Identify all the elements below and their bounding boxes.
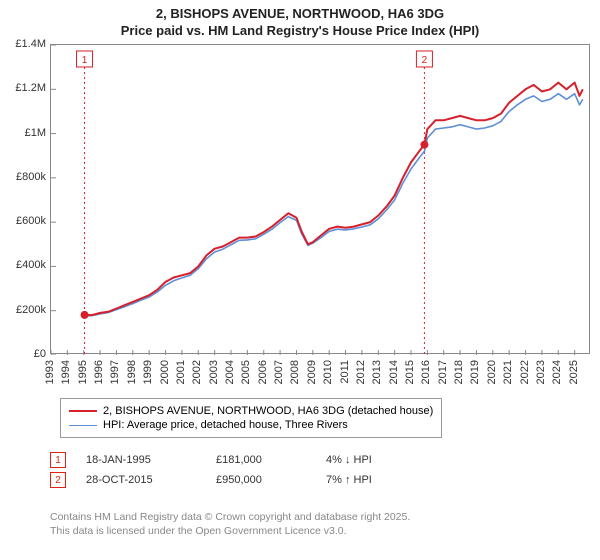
x-tick-label: 2022	[519, 360, 531, 384]
copyright-line-1: Contains HM Land Registry data © Crown c…	[50, 510, 410, 524]
footnote-date: 18-JAN-1995	[86, 454, 196, 466]
legend-label: HPI: Average price, detached house, Thre…	[103, 419, 348, 431]
footnote-marker: 1	[50, 452, 66, 468]
x-tick-label: 1995	[77, 360, 89, 384]
footnote-delta: 4% ↓ HPI	[326, 454, 372, 466]
x-tick-label: 2017	[437, 360, 449, 384]
x-tick-label: 2002	[191, 360, 203, 384]
y-tick-label: £1.4M	[0, 38, 46, 50]
x-tick-label: 2010	[322, 360, 334, 384]
x-tick-label: 2006	[257, 360, 269, 384]
x-tick-label: 2009	[306, 360, 318, 384]
x-tick-label: 2001	[175, 360, 187, 384]
x-tick-label: 1997	[109, 360, 121, 384]
x-tick-label: 1999	[142, 360, 154, 384]
x-tick-label: 2015	[404, 360, 416, 384]
y-tick-label: £1M	[0, 127, 46, 139]
x-tick-label: 2023	[535, 360, 547, 384]
footnote-row: 2 28-OCT-2015 £950,000 7% ↑ HPI	[50, 472, 372, 488]
x-tick-label: 2013	[371, 360, 383, 384]
x-tick-label: 2003	[208, 360, 220, 384]
y-tick-label: £600k	[0, 215, 46, 227]
x-tick-label: 1993	[44, 360, 56, 384]
x-tick-label: 2012	[355, 360, 367, 384]
x-tick-label: 2016	[420, 360, 432, 384]
footnote-price: £181,000	[216, 454, 306, 466]
footnote-delta: 7% ↑ HPI	[326, 474, 372, 486]
legend-label: 2, BISHOPS AVENUE, NORTHWOOD, HA6 3DG (d…	[103, 405, 433, 417]
x-tick-label: 2025	[568, 360, 580, 384]
title-line-1: 2, BISHOPS AVENUE, NORTHWOOD, HA6 3DG	[0, 6, 600, 23]
y-tick-label: £0	[0, 348, 46, 360]
plot-area: 12	[50, 44, 590, 354]
footnotes: 1 18-JAN-1995 £181,000 4% ↓ HPI 2 28-OCT-2015…	[50, 448, 372, 492]
legend-swatch	[69, 410, 97, 412]
footnote-row: 1 18-JAN-1995 £181,000 4% ↓ HPI	[50, 452, 372, 468]
y-tick-label: £200k	[0, 304, 46, 316]
x-tick-label: 2007	[273, 360, 285, 384]
legend-swatch	[69, 425, 97, 426]
x-tick-label: 2005	[240, 360, 252, 384]
series-price_paid	[85, 83, 583, 316]
legend-item: 2, BISHOPS AVENUE, NORTHWOOD, HA6 3DG (d…	[69, 405, 433, 417]
y-tick-label: £1.2M	[0, 82, 46, 94]
x-tick-label: 1998	[126, 360, 138, 384]
x-tick-label: 2018	[453, 360, 465, 384]
title-line-2: Price paid vs. HM Land Registry's House …	[0, 23, 600, 40]
legend-item: HPI: Average price, detached house, Thre…	[69, 419, 433, 431]
y-tick-label: £400k	[0, 259, 46, 271]
svg-text:1: 1	[82, 55, 88, 66]
x-tick-label: 1994	[60, 360, 72, 384]
copyright: Contains HM Land Registry data © Crown c…	[50, 510, 410, 538]
x-tick-label: 2008	[289, 360, 301, 384]
chart-title: 2, BISHOPS AVENUE, NORTHWOOD, HA6 3DG Pr…	[0, 0, 600, 42]
copyright-line-2: This data is licensed under the Open Gov…	[50, 524, 410, 538]
x-tick-label: 1996	[93, 360, 105, 384]
sale-marker-1	[81, 311, 89, 319]
x-tick-label: 2014	[388, 360, 400, 384]
series-hpi	[85, 94, 583, 317]
footnote-price: £950,000	[216, 474, 306, 486]
svg-text:2: 2	[422, 55, 428, 66]
x-tick-label: 2024	[551, 360, 563, 384]
y-tick-label: £800k	[0, 171, 46, 183]
chart-area: £0£200k£400k£600k£800k£1M£1.2M£1.4M 12 1…	[0, 44, 600, 394]
x-tick-label: 2011	[339, 360, 351, 384]
sale-marker-2	[420, 141, 428, 149]
x-tick-label: 2021	[502, 360, 514, 384]
x-tick-label: 2020	[486, 360, 498, 384]
footnote-date: 28-OCT-2015	[86, 474, 196, 486]
x-tick-label: 2019	[469, 360, 481, 384]
x-tick-label: 2000	[159, 360, 171, 384]
legend: 2, BISHOPS AVENUE, NORTHWOOD, HA6 3DG (d…	[60, 398, 442, 438]
x-tick-label: 2004	[224, 360, 236, 384]
footnote-marker: 2	[50, 472, 66, 488]
